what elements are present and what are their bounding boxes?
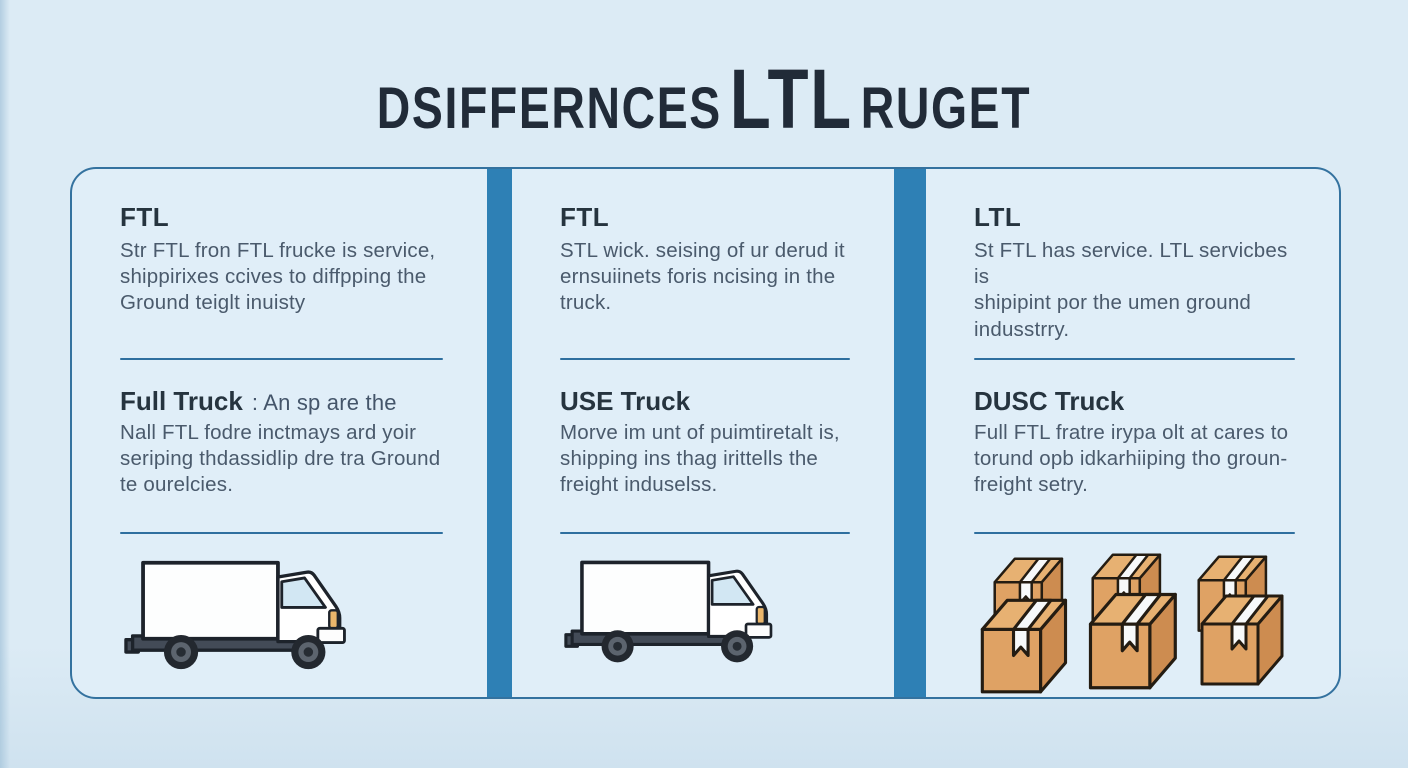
cardboard-box-icon <box>974 592 1078 696</box>
cardboard-boxes-illustration <box>974 546 1295 696</box>
comparison-board: FTL Str FTL fron FTL frucke is service, … <box>70 167 1341 699</box>
page-title-text: DSIFFERNCESLTL RUGET <box>377 51 1031 148</box>
cardboard-box-icon <box>1194 588 1294 688</box>
panel-heading: LTL <box>974 202 1022 232</box>
panel-middle-section: Full Truck : An sp are the Nall FTL fodre… <box>120 360 443 532</box>
title-word-2: LTL <box>729 52 853 147</box>
page-title: DSIFFERNCESLTL RUGET <box>0 51 1408 148</box>
panel-top-section: FTL Str FTL fron FTL frucke is service, … <box>120 202 443 358</box>
panel-subheading-line: USE Truck <box>560 386 850 417</box>
panel-top-section: FTL STL wick. seising of ur derud it ern… <box>560 202 850 358</box>
horizontal-divider <box>974 532 1295 534</box>
box-truck-illustration <box>120 558 443 672</box>
panel-body-text: STL wick. seising of ur derud it ernsuii… <box>560 239 845 315</box>
cardboard-box-icon <box>1082 586 1188 692</box>
panel-subheading: DUSC Truck <box>974 386 1125 416</box>
box-truck-icon <box>120 558 358 672</box>
panel-body-text: St FTL has service. LTL servicbes is shi… <box>974 239 1288 341</box>
title-word-1: DSIFFERNCES <box>376 76 722 142</box>
box-truck-illustration <box>560 558 850 665</box>
panel-subheading-line: DUSC Truck <box>974 386 1295 417</box>
panel-middle-section: USE Truck Morve im unt of puimtiretalt i… <box>560 360 850 532</box>
panel-middle-section: DUSC Truck Full FTL fratre irypa olt at … <box>974 360 1295 532</box>
horizontal-divider <box>120 532 443 534</box>
panel-ftl-left: FTL Str FTL fron FTL frucke is service, … <box>72 169 487 697</box>
panel-ftl-middle: FTL STL wick. seising of ur derud it ern… <box>512 169 894 697</box>
panel-subbody-text: Nall FTL fodre inctmays ard yoir seripin… <box>120 421 441 497</box>
panel-heading: FTL <box>560 202 610 232</box>
panel-subheading: Full Truck <box>120 386 243 416</box>
vertical-divider-bar-1 <box>487 169 512 697</box>
horizontal-divider <box>560 532 850 534</box>
box-truck-icon <box>560 558 784 665</box>
panel-heading: FTL <box>120 202 170 232</box>
panel-subbody-text: Full FTL fratre irypa olt at cares to to… <box>974 421 1289 497</box>
panel-subheading: USE Truck <box>560 386 691 416</box>
panel-subheading-line: Full Truck : An sp are the <box>120 386 443 417</box>
panel-subheading-suffix: : An sp are the <box>251 390 397 415</box>
panel-ltl-right: LTL St FTL has service. LTL servicbes is… <box>926 169 1339 697</box>
title-word-3: RUGET <box>860 76 1032 142</box>
vertical-divider-bar-2 <box>894 169 926 697</box>
panel-top-section: LTL St FTL has service. LTL servicbes is… <box>974 202 1295 358</box>
horizontal-divider <box>560 358 850 360</box>
horizontal-divider <box>120 358 443 360</box>
horizontal-divider <box>974 358 1295 360</box>
panel-subbody-text: Morve im unt of puimtiretalt is, shippin… <box>560 421 840 497</box>
panel-body-text: Str FTL fron FTL frucke is service, ship… <box>120 239 436 315</box>
